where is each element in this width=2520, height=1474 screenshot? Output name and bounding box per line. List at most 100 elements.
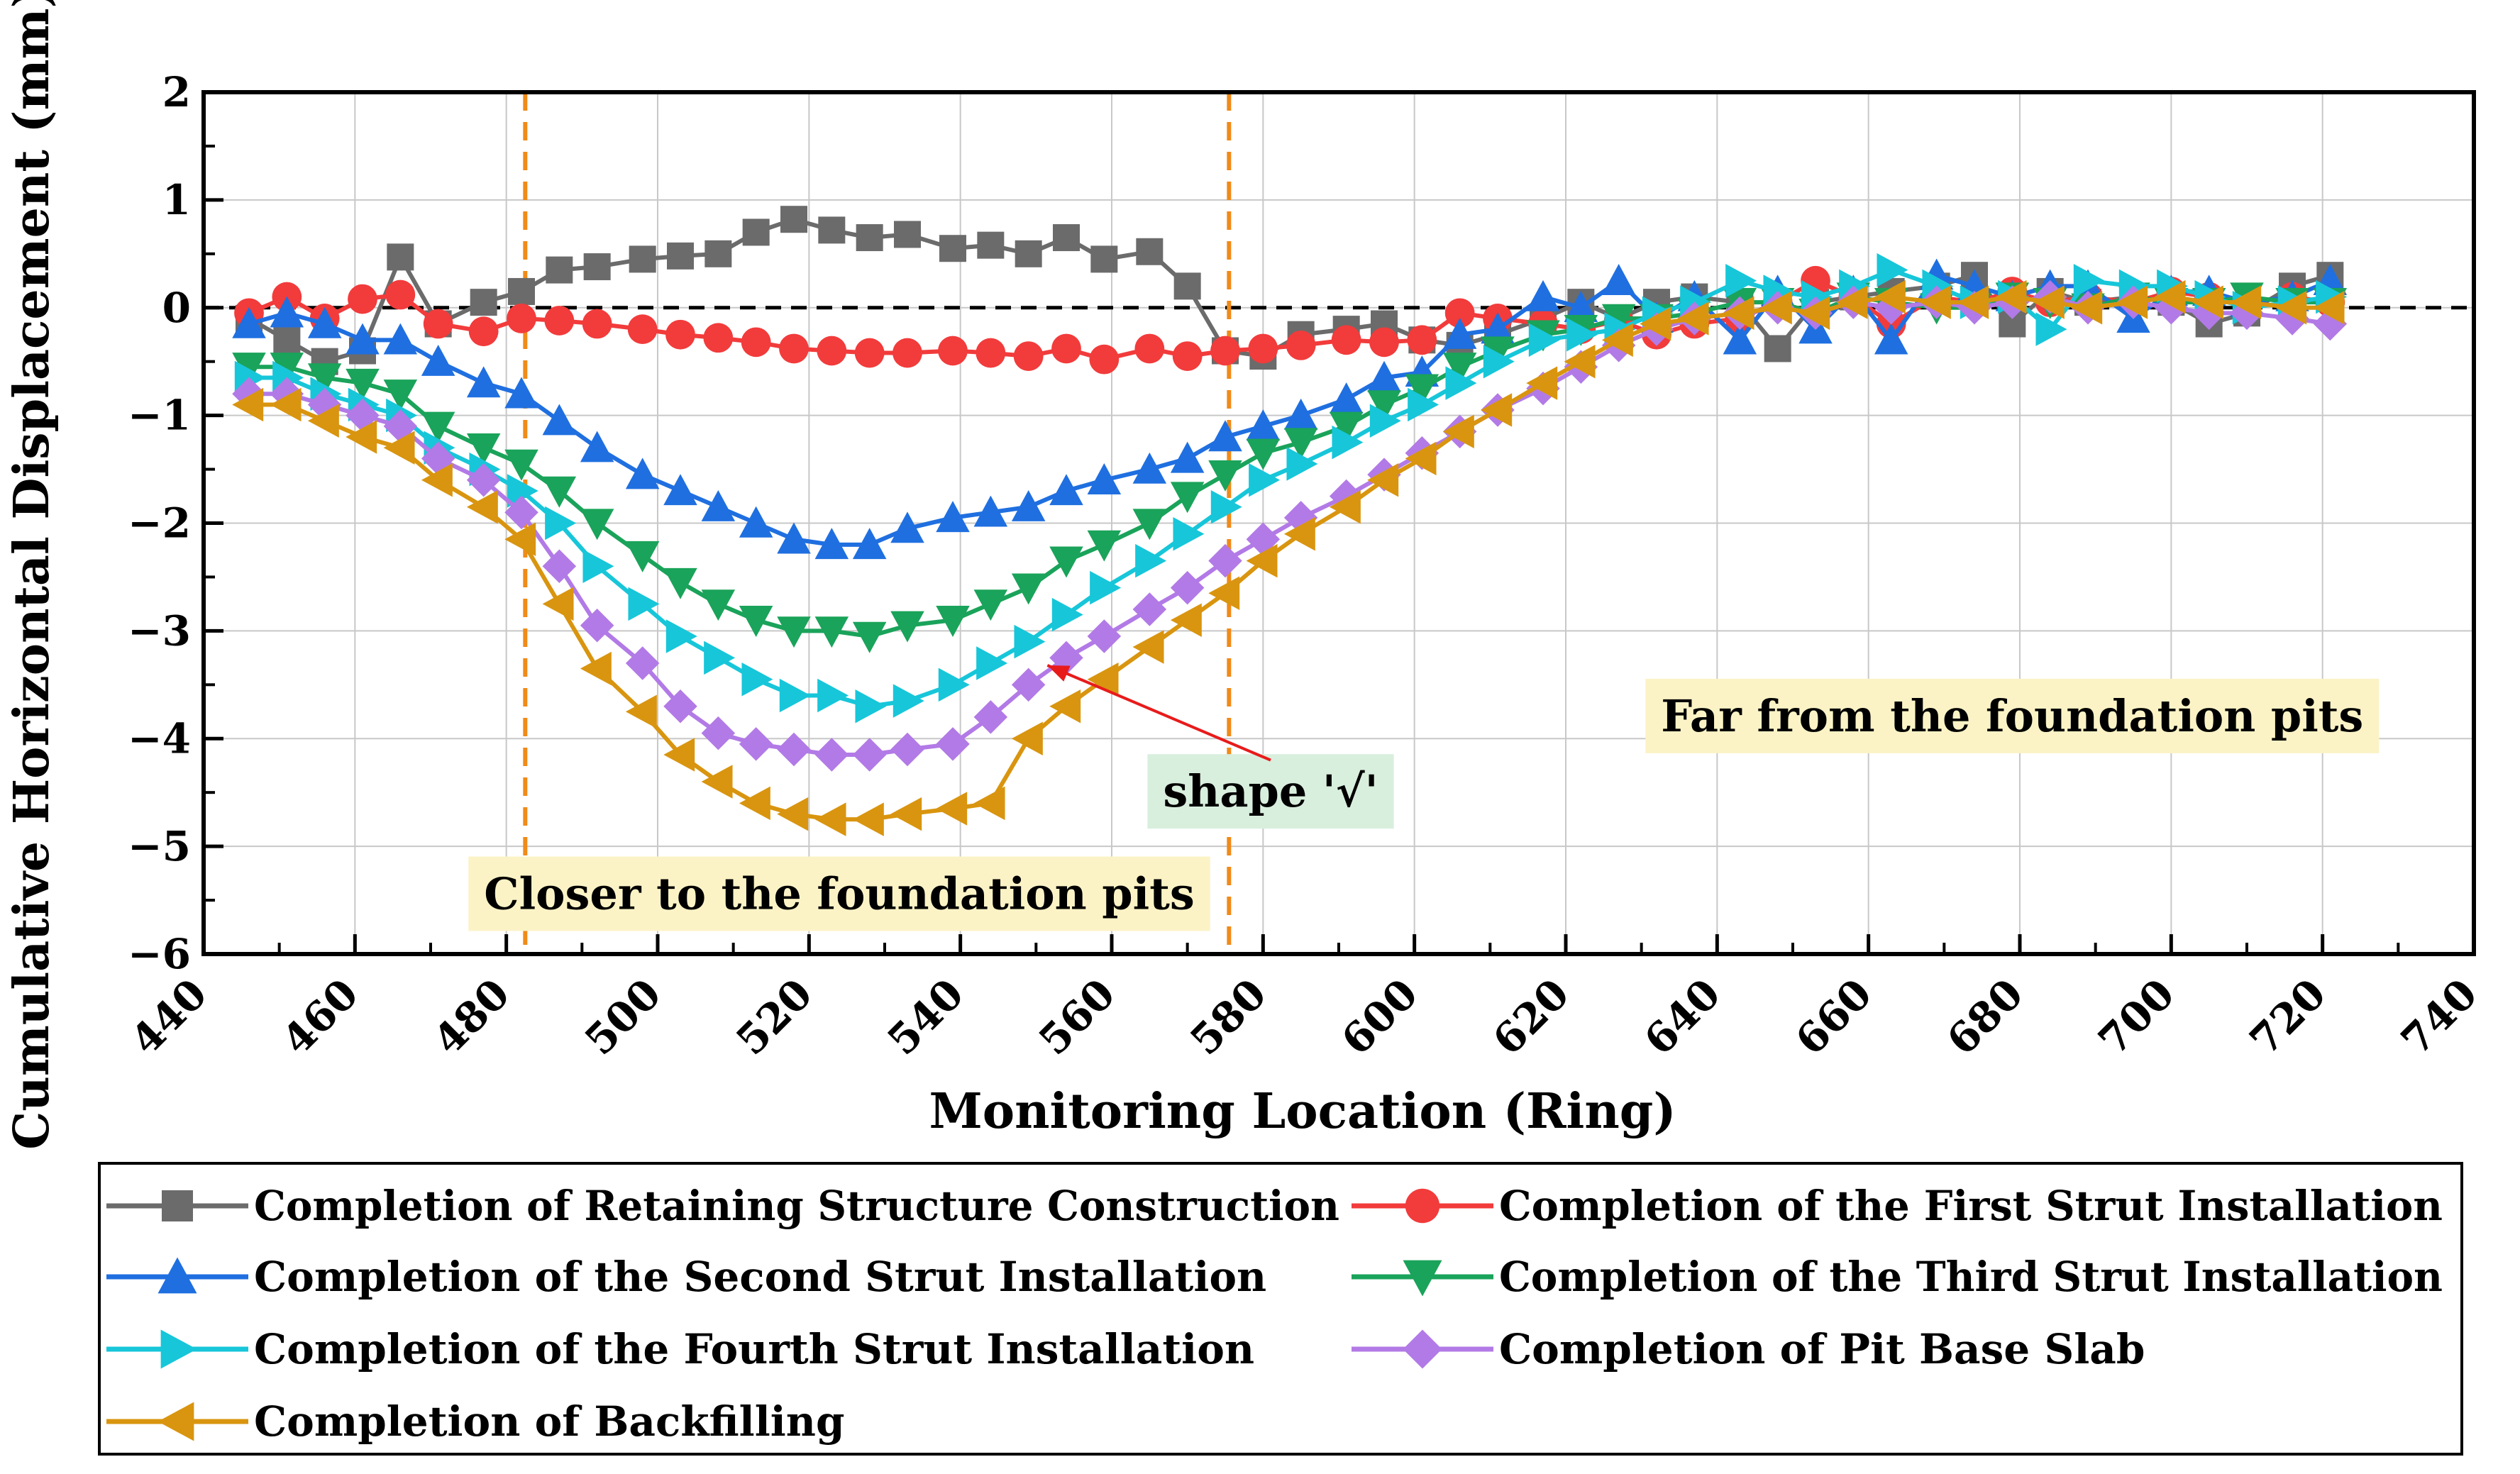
data-point-marker bbox=[1248, 333, 1278, 364]
data-point-marker bbox=[421, 344, 455, 376]
data-point-marker bbox=[1134, 333, 1165, 364]
data-point-marker bbox=[663, 474, 697, 506]
data-point-marker bbox=[1408, 387, 1439, 422]
data-point-marker bbox=[1208, 576, 1240, 610]
data-point-marker bbox=[936, 792, 968, 826]
data-point-marker bbox=[939, 235, 966, 262]
data-point-marker bbox=[1481, 336, 1515, 368]
data-point-marker bbox=[1087, 619, 1122, 653]
data-point-marker bbox=[817, 336, 847, 366]
data-point-marker bbox=[1286, 331, 1316, 360]
x-tick-label: 640 bbox=[1635, 970, 1730, 1065]
data-point-marker bbox=[466, 366, 501, 398]
data-point-marker bbox=[542, 587, 574, 621]
data-point-marker bbox=[894, 221, 921, 248]
data-point-marker bbox=[1011, 489, 1046, 521]
data-point-marker bbox=[2071, 291, 2103, 325]
legend-label: Completion of Pit Base Slab bbox=[1499, 1325, 2145, 1373]
y-tick-label: 1 bbox=[162, 176, 191, 224]
legend-item-1: Completion of Retaining Structure Constr… bbox=[106, 1182, 1339, 1230]
data-point-marker bbox=[818, 216, 846, 244]
data-point-marker bbox=[1090, 570, 1122, 605]
data-point-marker bbox=[704, 240, 732, 267]
data-point-marker bbox=[1874, 279, 1906, 314]
data-point-marker bbox=[1725, 264, 1757, 298]
data-point-marker bbox=[508, 277, 535, 305]
data-point-marker bbox=[777, 522, 811, 554]
data-point-marker bbox=[663, 689, 697, 724]
pointer-arrow-line bbox=[1046, 664, 1271, 762]
data-point-marker bbox=[1566, 317, 1598, 352]
data-point-marker bbox=[1403, 1329, 1442, 1369]
annotation-2: Far from the foundation pits bbox=[1645, 678, 2380, 753]
data-point-marker bbox=[779, 333, 809, 364]
data-point-marker bbox=[1367, 463, 1399, 497]
data-point-marker bbox=[1331, 325, 1361, 355]
data-point-marker bbox=[852, 802, 884, 836]
data-point-marker bbox=[1601, 323, 1633, 358]
data-point-marker bbox=[1836, 285, 1868, 319]
data-point-marker bbox=[2073, 264, 2105, 298]
data-point-marker bbox=[890, 797, 922, 831]
data-point-marker bbox=[1210, 336, 1240, 366]
x-tick-label: 460 bbox=[273, 970, 368, 1065]
data-point-marker bbox=[1723, 323, 1757, 355]
data-point-marker bbox=[580, 651, 612, 686]
legend-label: Completion of Retaining Structure Constr… bbox=[254, 1182, 1339, 1230]
data-point-marker bbox=[852, 528, 887, 560]
data-point-marker bbox=[663, 738, 695, 772]
legend-item-7: Completion of Backfilling bbox=[106, 1397, 845, 1446]
annotation-text: Closer to the foundation pits bbox=[484, 868, 1195, 919]
data-point-marker bbox=[468, 316, 499, 347]
data-point-marker bbox=[1760, 291, 1792, 325]
data-point-marker bbox=[1764, 335, 1791, 362]
x-tick-label: 740 bbox=[2392, 970, 2487, 1065]
data-point-marker bbox=[580, 509, 614, 541]
data-point-marker bbox=[855, 689, 887, 724]
data-point-marker bbox=[1329, 489, 1361, 524]
data-point-marker bbox=[307, 363, 342, 395]
data-point-marker bbox=[1874, 323, 1908, 355]
x-tick-label: 580 bbox=[1181, 970, 1276, 1065]
data-point-marker bbox=[1329, 382, 1364, 414]
data-point-marker bbox=[160, 1329, 197, 1369]
data-point-marker bbox=[1015, 240, 1042, 267]
data-point-marker bbox=[1051, 333, 1081, 364]
data-point-marker bbox=[1132, 630, 1164, 664]
data-point-marker bbox=[273, 326, 301, 354]
data-point-marker bbox=[854, 338, 885, 368]
data-point-marker bbox=[346, 368, 380, 400]
annotation-background bbox=[468, 856, 1210, 931]
data-point-marker bbox=[307, 404, 339, 438]
data-point-marker bbox=[270, 296, 304, 328]
data-point-marker bbox=[1332, 425, 1364, 460]
data-point-marker bbox=[1011, 573, 1046, 605]
data-point-marker bbox=[703, 323, 734, 353]
annotation-1: Closer to the foundation pits bbox=[468, 856, 1210, 931]
annotation-text: shape '√' bbox=[1163, 765, 1378, 817]
data-point-marker bbox=[1283, 398, 1318, 430]
data-point-marker bbox=[1995, 279, 2027, 314]
data-point-marker bbox=[2275, 291, 2307, 325]
data-point-marker bbox=[1135, 543, 1167, 578]
data-point-marker bbox=[383, 379, 418, 411]
data-point-marker bbox=[383, 431, 415, 465]
data-point-marker bbox=[1677, 301, 1709, 336]
data-point-marker bbox=[742, 218, 770, 246]
data-point-marker bbox=[1090, 245, 1118, 273]
data-point-marker bbox=[1208, 543, 1242, 578]
data-point-marker bbox=[628, 587, 660, 621]
data-point-marker bbox=[1170, 603, 1202, 637]
data-point-marker bbox=[1564, 344, 1596, 379]
data-point-marker bbox=[162, 1190, 193, 1221]
data-point-marker bbox=[1246, 409, 1281, 440]
x-tick-label: 480 bbox=[424, 970, 519, 1065]
data-point-marker bbox=[580, 609, 614, 643]
data-point-marker bbox=[1172, 341, 1203, 371]
data-point-marker bbox=[1283, 516, 1315, 551]
data-point-marker bbox=[1051, 597, 1083, 632]
data-point-marker bbox=[1442, 414, 1474, 449]
data-point-marker bbox=[1210, 489, 1242, 524]
data-point-marker bbox=[701, 765, 733, 799]
